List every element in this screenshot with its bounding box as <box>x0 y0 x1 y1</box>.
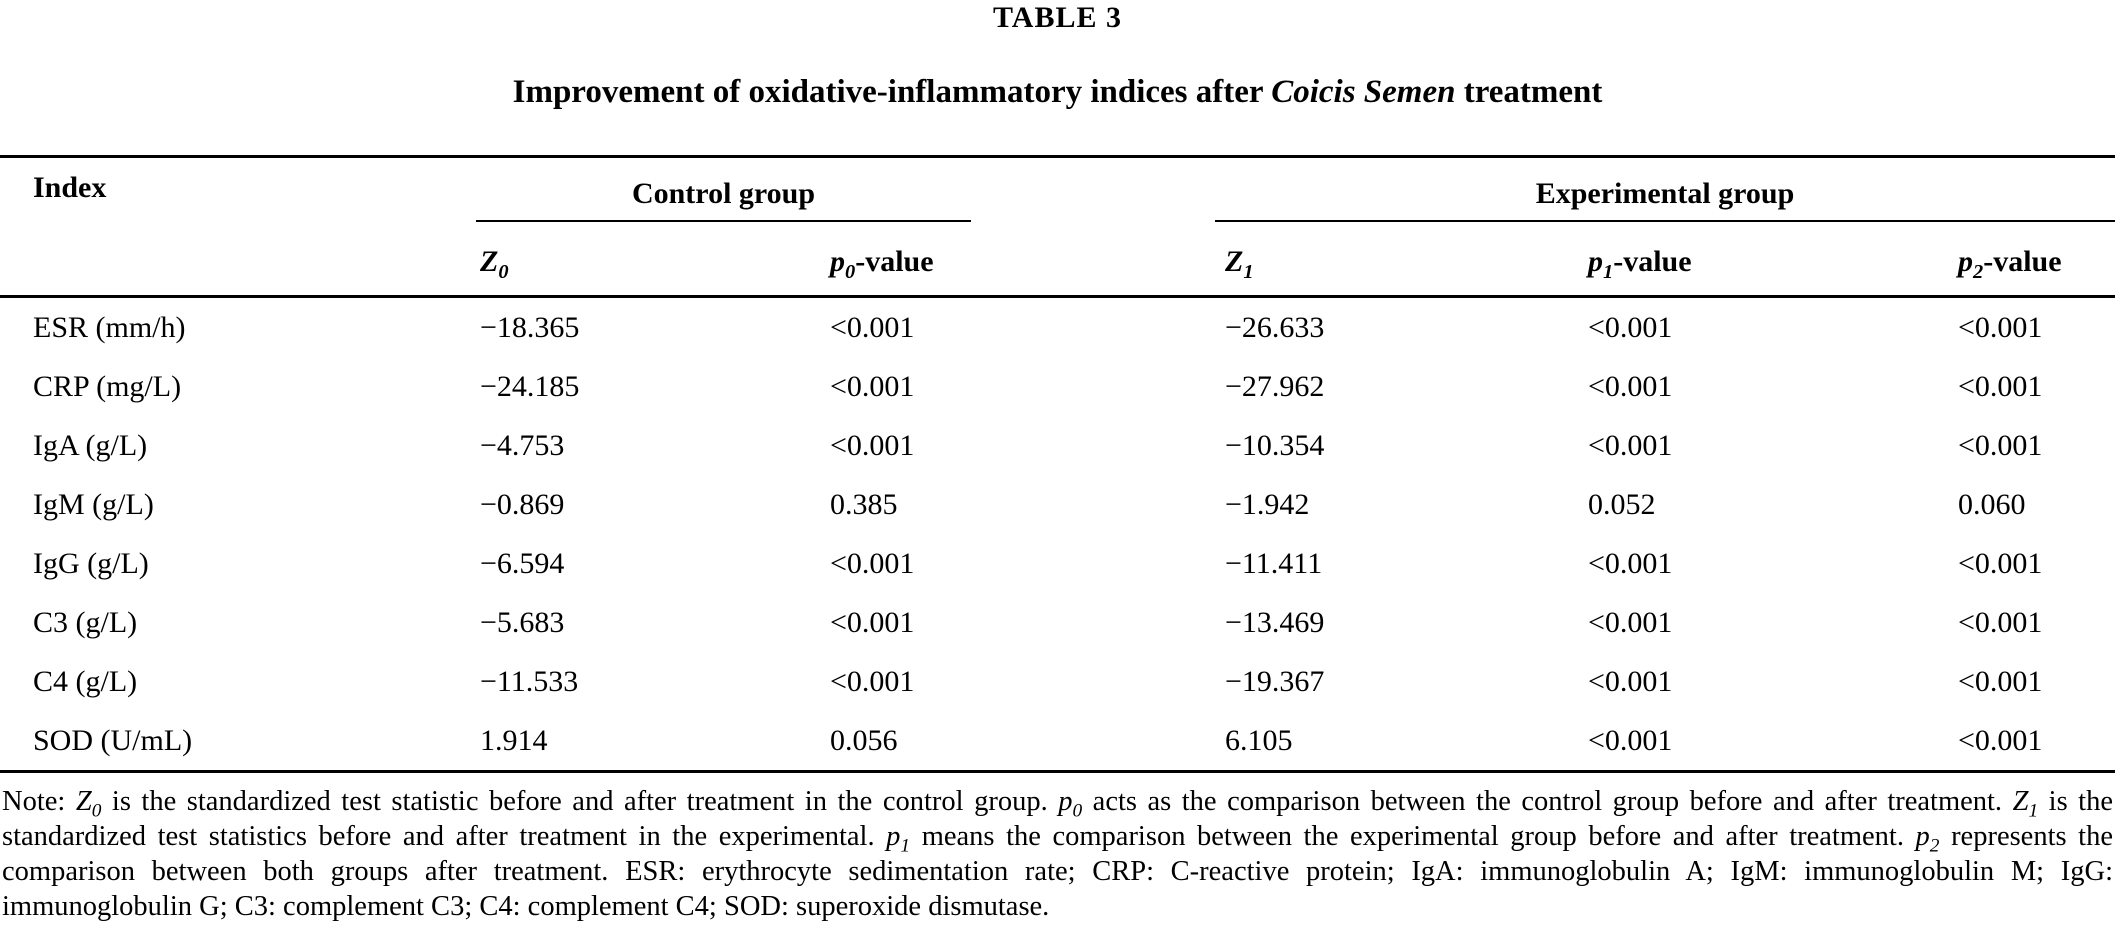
cell-value: 0.056 <box>830 723 898 757</box>
cell-value: −6.594 <box>480 546 565 580</box>
row-index-label: IgG (g/L) <box>33 546 149 580</box>
cell-value: −26.633 <box>1225 310 1325 344</box>
note-variable: Z <box>75 786 92 817</box>
table-title-suffix: treatment <box>1455 74 1603 110</box>
table-title-emphasis: Coicis Semen <box>1271 74 1456 110</box>
table-row: IgM (g/L) −0.869 0.385 −1.942 0.052 0.060 <box>0 475 2115 534</box>
row-index-label: C4 (g/L) <box>33 664 138 698</box>
cell-value: −5.683 <box>480 605 565 639</box>
sub-header-row: Z0 p0-value Z1 p1-value p2-value <box>0 222 2115 297</box>
note-variable: p <box>886 821 901 852</box>
cell-value: <0.001 <box>830 546 915 580</box>
column-group-control-label: Control group <box>476 164 971 222</box>
cell-value: <0.001 <box>1588 369 1673 403</box>
cell-value: −27.962 <box>1225 369 1325 403</box>
table-row: IgA (g/L) −4.753 <0.001 −10.354 <0.001 <0.001 <box>0 416 2115 475</box>
cell-value: <0.001 <box>830 369 915 403</box>
table-row: SOD (U/mL) 1.914 0.056 6.105 <0.001 <0.001 <box>0 711 2115 772</box>
row-index-label: C3 (g/L) <box>33 605 138 639</box>
cell-value: −24.185 <box>480 369 580 403</box>
cell-value: <0.001 <box>830 605 915 639</box>
table-row: ESR (mm/h) −18.365 <0.001 −26.633 <0.001 <0.0… <box>0 297 2115 358</box>
row-index-label: IgM (g/L) <box>33 487 154 521</box>
column-group-control: Control group <box>447 157 1192 222</box>
cell-value: −1.942 <box>1225 487 1310 521</box>
cell-value: <0.001 <box>1958 369 2043 403</box>
note-variable: p <box>1058 786 1073 817</box>
cell-value: <0.001 <box>1588 664 1673 698</box>
table-row: CRP (mg/L) −24.185 <0.001 −27.962 <0.001 <0.0… <box>0 357 2115 416</box>
cell-value: −18.365 <box>480 310 580 344</box>
column-group-experimental-label: Experimental group <box>1215 164 2115 222</box>
cell-value: 0.385 <box>830 487 898 521</box>
group-header-row: Index Control group Experimental group <box>0 156 2115 222</box>
column-header-z1: Z1 <box>1225 244 1254 283</box>
cell-value: <0.001 <box>1958 723 2043 757</box>
cell-value: 1.914 <box>480 723 548 757</box>
cell-value: <0.001 <box>830 428 915 462</box>
row-index-label: IgA (g/L) <box>33 428 148 462</box>
cell-value: 0.052 <box>1588 487 1656 521</box>
cell-value: −13.469 <box>1225 605 1325 639</box>
table-row: C3 (g/L) −5.683 <0.001 −13.469 <0.001 <0.001 <box>0 593 2115 652</box>
cell-value: <0.001 <box>1958 664 2043 698</box>
cell-value: −11.533 <box>480 664 579 698</box>
column-header-p1: p1-value <box>1588 244 1692 283</box>
row-index-label: ESR (mm/h) <box>33 310 186 344</box>
column-header-p0: p0-value <box>830 244 934 283</box>
cell-value: <0.001 <box>1958 428 2043 462</box>
cell-value: <0.001 <box>1958 310 2043 344</box>
cell-value: <0.001 <box>1588 546 1673 580</box>
table-title: Improvement of oxidative-inflammatory in… <box>0 74 2115 110</box>
cell-value: <0.001 <box>830 664 915 698</box>
cell-value: 6.105 <box>1225 723 1293 757</box>
column-group-experimental: Experimental group <box>1192 157 2115 222</box>
table-row: IgG (g/L) −6.594 <0.001 −11.411 <0.001 <0.001 <box>0 534 2115 593</box>
table-row: C4 (g/L) −11.533 <0.001 −19.367 <0.001 <0.001 <box>0 652 2115 711</box>
cell-value: 0.060 <box>1958 487 2026 521</box>
cell-value: <0.001 <box>1588 428 1673 462</box>
row-index-label: SOD (U/mL) <box>33 723 193 757</box>
note-variable: Z <box>2012 786 2029 817</box>
cell-value: −0.869 <box>480 487 565 521</box>
note-variable: p <box>1915 821 1930 852</box>
table-title-prefix: Improvement of oxidative-inflammatory in… <box>512 74 1272 110</box>
cell-value: <0.001 <box>1958 546 2043 580</box>
table-body: ESR (mm/h) −18.365 <0.001 −26.633 <0.001 <0.0… <box>0 297 2115 772</box>
cell-value: <0.001 <box>1588 723 1673 757</box>
column-header-z0: Z0 <box>480 244 509 283</box>
cell-value: <0.001 <box>830 310 915 344</box>
column-header-p2: p2-value <box>1958 244 2062 283</box>
statistics-table: Index Control group Experimental group Z… <box>0 155 2115 773</box>
column-header-index: Index <box>33 171 107 204</box>
cell-value: −4.753 <box>480 428 565 462</box>
cell-value: <0.001 <box>1958 605 2043 639</box>
table-label: TABLE 3 <box>993 1 1122 34</box>
cell-value: −19.367 <box>1225 664 1325 698</box>
cell-value: <0.001 <box>1588 310 1673 344</box>
table-note: Note: Z0 is the standardized test statis… <box>2 786 2114 922</box>
cell-value: −10.354 <box>1225 428 1325 462</box>
cell-value: −11.411 <box>1225 546 1323 580</box>
row-index-label: CRP (mg/L) <box>33 369 182 403</box>
cell-value: <0.001 <box>1588 605 1673 639</box>
